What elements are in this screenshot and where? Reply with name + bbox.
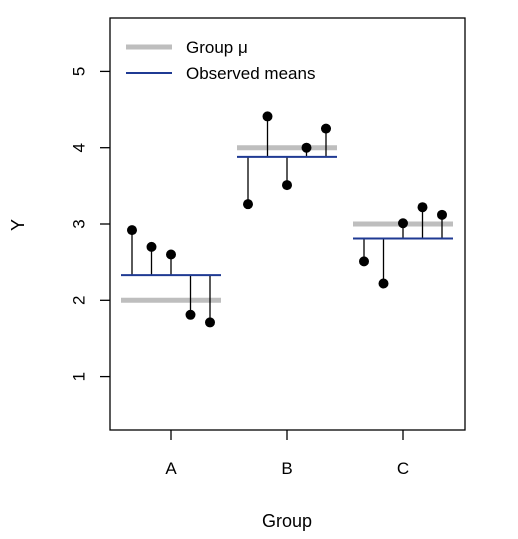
data-point-C <box>417 202 428 213</box>
residual-stems-layer <box>131 116 443 323</box>
data-point-C <box>437 209 447 220</box>
legend-label-observed-means: Observed means <box>186 64 315 83</box>
y-axis: 1 2 3 4 5 <box>69 67 110 381</box>
x-tick-label: B <box>281 459 292 478</box>
y-tick-label: 3 <box>69 219 88 228</box>
y-axis-label: Y <box>8 219 28 231</box>
x-tick-label: C <box>397 459 409 478</box>
data-point-C <box>398 218 408 229</box>
data-point-B <box>262 111 273 122</box>
x-axis-label: Group <box>262 511 312 531</box>
data-point-A <box>166 249 176 260</box>
data-point-A <box>185 309 196 320</box>
data-point-C <box>378 278 389 289</box>
data-point-C <box>359 256 369 267</box>
y-tick-label: 2 <box>69 296 88 305</box>
y-tick-label: 5 <box>69 67 88 76</box>
data-point-B <box>243 199 253 210</box>
points-layer <box>127 111 447 328</box>
observed-means-layer <box>121 155 453 277</box>
data-point-A <box>146 241 157 252</box>
data-point-A <box>205 317 215 328</box>
data-point-B <box>301 142 312 153</box>
x-tick-label: A <box>165 459 177 478</box>
x-axis: A B C <box>165 430 409 478</box>
y-tick-label: 4 <box>69 143 88 152</box>
y-tick-label: 1 <box>69 372 88 381</box>
legend: Group μ Observed means <box>126 38 315 83</box>
legend-label-group-mu: Group μ <box>186 38 248 57</box>
data-point-B <box>282 180 292 191</box>
data-point-A <box>127 225 137 236</box>
data-point-B <box>321 123 331 134</box>
